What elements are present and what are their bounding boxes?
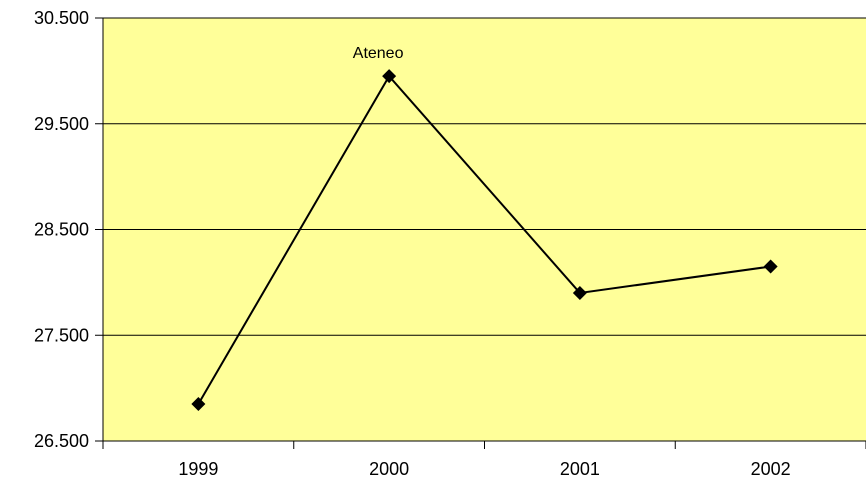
x-axis-tick-labels: 1999 2000 2001 2002 (178, 459, 790, 479)
y-tick-label: 28.500 (34, 220, 89, 240)
data-point-marker (572, 285, 587, 300)
series (191, 69, 778, 411)
x-tick-label: 2002 (751, 459, 791, 479)
axes (95, 17, 866, 449)
data-point-marker (763, 259, 778, 274)
x-tick-label: 2001 (560, 459, 600, 479)
data-label: Ateneo (353, 45, 404, 62)
y-tick-label: 29.500 (34, 114, 89, 134)
data-point-marker (191, 396, 206, 411)
annotations: Ateneo (353, 45, 404, 62)
y-tick-label: 26.500 (34, 431, 89, 451)
x-tick-label: 1999 (178, 459, 218, 479)
y-tick-label: 27.500 (34, 325, 89, 345)
data-point-marker (382, 69, 397, 84)
x-tick-label: 2000 (369, 459, 409, 479)
y-tick-label: 30.500 (34, 8, 89, 28)
gridlines (103, 17, 866, 336)
y-axis-tick-labels: 26.500 27.500 28.500 29.500 30.500 (34, 8, 89, 451)
series-line (197, 74, 771, 405)
